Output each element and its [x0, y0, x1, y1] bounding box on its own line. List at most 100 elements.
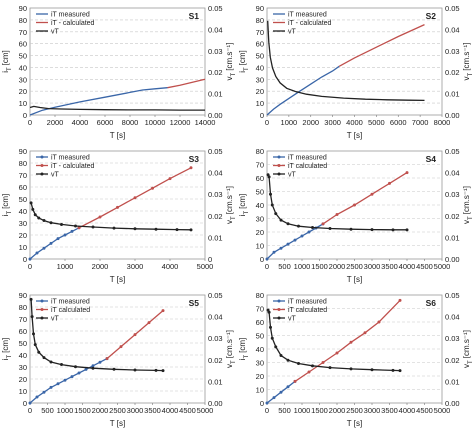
data-point — [286, 222, 290, 226]
y-left-tick-label: 20 — [19, 87, 27, 96]
x-tick-label: 8000 — [122, 118, 139, 127]
chart-panel-s6: 0 10 20 30 40 50 60 70 80 0.00 0.01 0.02 0.03 0.04 0.0… — [238, 291, 474, 428]
data-point — [133, 368, 137, 372]
data-point — [42, 219, 46, 223]
legend-marker — [277, 155, 281, 159]
data-point — [49, 221, 53, 225]
y-right-tick-label: 0.05 — [208, 147, 223, 156]
y-left-tick-label: 40 — [19, 207, 27, 216]
y-left-tick-label: 30 — [19, 219, 27, 228]
y-right-tick-label: 0.00 — [445, 111, 460, 120]
y-right-axis-label: vT[cm.s⁻¹] — [462, 330, 474, 368]
series-line-1 — [294, 299, 401, 382]
legend-entry: vT — [51, 316, 60, 323]
data-point — [272, 396, 276, 400]
data-point — [265, 401, 269, 405]
y-left-tick-label: 50 — [256, 188, 264, 197]
y-right-tick-label: 0.03 — [208, 47, 223, 56]
data-point — [279, 390, 283, 394]
y-left-tick-label: 0 — [260, 111, 264, 120]
plot-area — [29, 7, 206, 116]
data-point — [274, 212, 278, 216]
data-point — [32, 332, 35, 336]
data-point — [112, 367, 116, 371]
y-left-tick-label: 30 — [256, 75, 264, 84]
legend-marker — [277, 308, 281, 311]
series-line-2 — [267, 309, 401, 372]
data-point — [49, 385, 53, 389]
data-point — [151, 186, 154, 190]
y-right-tick-label: 0.01 — [208, 233, 223, 242]
y-right-tick-label: 0.04 — [445, 169, 460, 178]
y-right-tick-label: 0.03 — [208, 190, 223, 199]
legend-entry: vT — [288, 29, 297, 36]
x-axis-label: T [s] — [110, 275, 125, 284]
y-left-tick-label: 70 — [19, 171, 27, 180]
y-right-tick-label: 0.01 — [445, 233, 460, 242]
panel-label: S3 — [189, 154, 200, 164]
data-point — [133, 196, 137, 200]
data-point — [349, 367, 353, 371]
data-point — [349, 227, 353, 231]
x-tick-label: 4500 — [179, 406, 196, 415]
legend-entry: vT — [288, 316, 297, 323]
y-left-tick-label: 10 — [256, 99, 264, 108]
panel-label: S1 — [189, 11, 200, 21]
legend-entry: iT measured — [51, 299, 90, 306]
y-left-tick-label: 90 — [19, 291, 27, 300]
data-point — [147, 321, 151, 325]
y-left-tick-label: 30 — [19, 363, 27, 372]
x-tick-label: 3000 — [364, 406, 381, 415]
data-point — [405, 171, 409, 175]
y-left-tick-label: 40 — [19, 63, 27, 72]
x-tick-label: 5000 — [434, 262, 451, 271]
y-right-tick-label: 0.03 — [445, 334, 460, 343]
data-point — [77, 226, 81, 230]
panel-label: S5 — [189, 298, 200, 308]
y-left-tick-label: 90 — [19, 147, 27, 156]
data-point — [286, 385, 290, 389]
x-tick-label: 1500 — [74, 406, 91, 415]
legend-marker — [40, 164, 44, 167]
data-point — [56, 382, 60, 386]
y-left-tick-label: 50 — [19, 339, 27, 348]
x-tick-label: 0 — [28, 118, 32, 127]
x-tick-label: 4000 — [162, 406, 179, 415]
x-tick-label: 1500 — [311, 406, 328, 415]
legend-entry: iT - calculated — [288, 20, 332, 27]
data-point — [311, 364, 314, 368]
y-right-tick-label: 0.03 — [445, 47, 460, 56]
y-right-axis-label: vT[cm.s⁻¹] — [462, 186, 474, 224]
x-tick-label: 2000 — [92, 262, 109, 271]
legend-entry: vT — [51, 172, 60, 179]
y-right-tick-label: 0.01 — [208, 90, 223, 99]
data-point — [33, 343, 37, 347]
x-tick-label: 0 — [265, 118, 269, 127]
data-point — [267, 310, 271, 314]
y-left-tick-label: 80 — [256, 291, 264, 300]
y-right-tick-label: 0.03 — [445, 190, 460, 199]
legend-entry: iT measured — [288, 12, 327, 19]
data-point — [33, 213, 37, 217]
y-left-tick-label: 50 — [19, 195, 27, 204]
x-tick-label: 0 — [265, 262, 269, 271]
y-left-tick-label: 40 — [256, 63, 264, 72]
y-right-tick-label: 0.01 — [445, 377, 460, 386]
data-point — [377, 320, 381, 324]
data-point — [77, 371, 81, 375]
data-point — [279, 246, 283, 250]
legend-entry: iT measured — [288, 155, 327, 162]
data-point — [328, 366, 332, 370]
y-right-tick-label: 0.02 — [445, 68, 460, 77]
data-point — [116, 205, 119, 209]
y-right-tick-label: 0.05 — [208, 291, 223, 300]
x-tick-label: 14000 — [195, 118, 216, 127]
data-point — [29, 201, 33, 205]
data-point — [37, 350, 41, 354]
y-left-tick-label: 80 — [256, 16, 264, 25]
data-point — [63, 233, 67, 237]
y-left-tick-label: 10 — [256, 242, 264, 251]
x-tick-label: 4000 — [72, 118, 89, 127]
x-tick-label: 2500 — [346, 262, 363, 271]
y-left-tick-label: 10 — [19, 387, 27, 396]
